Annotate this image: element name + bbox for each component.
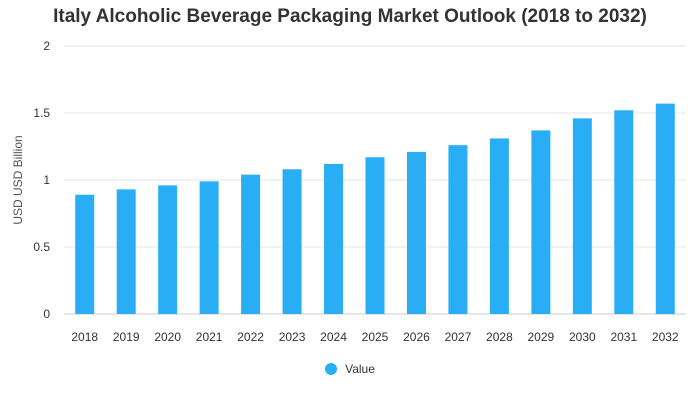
y-tick-label: 0 (43, 307, 50, 321)
y-tick-label: 2 (43, 39, 50, 53)
legend[interactable]: Value (0, 362, 700, 376)
x-tick-label: 2021 (196, 330, 223, 344)
bar-2032[interactable] (655, 103, 675, 315)
x-tick-label: 2023 (279, 330, 306, 344)
x-tick-label: 2018 (71, 330, 98, 344)
y-tick-label: 1 (43, 173, 50, 187)
bar-2021[interactable] (199, 181, 219, 314)
bar-2019[interactable] (116, 189, 136, 314)
x-tick-label: 2031 (610, 330, 637, 344)
x-tick-label: 2022 (237, 330, 264, 344)
x-tick-label: 2024 (320, 330, 347, 344)
bar-2024[interactable] (324, 163, 344, 314)
x-tick-label: 2025 (362, 330, 389, 344)
bar-2025[interactable] (365, 157, 385, 314)
x-tick-label: 2027 (445, 330, 472, 344)
y-axis-title: USD USD Billion (11, 135, 25, 224)
bar-2020[interactable] (158, 185, 178, 314)
x-tick-label: 2028 (486, 330, 513, 344)
bar-2028[interactable] (489, 138, 509, 314)
legend-swatch (325, 363, 338, 375)
bar-2023[interactable] (282, 169, 302, 314)
x-tick-label: 2019 (113, 330, 140, 344)
bar-2029[interactable] (531, 130, 551, 314)
x-tick-label: 2030 (569, 330, 596, 344)
x-tick-label: 2032 (652, 330, 679, 344)
bar-2018[interactable] (75, 194, 95, 314)
bar-2026[interactable] (406, 151, 426, 314)
x-tick-label: 2020 (154, 330, 181, 344)
y-tick-label: 0.5 (33, 240, 50, 254)
bar-2030[interactable] (572, 118, 592, 314)
y-tick-label: 1.5 (33, 106, 50, 120)
x-tick-label: 2026 (403, 330, 430, 344)
legend-label: Value (345, 362, 375, 376)
chart-title: Italy Alcoholic Beverage Packaging Marke… (53, 6, 647, 27)
bar-2027[interactable] (448, 145, 468, 314)
bar-2022[interactable] (241, 174, 261, 314)
bar-2031[interactable] (614, 110, 634, 314)
x-tick-label: 2029 (528, 330, 555, 344)
